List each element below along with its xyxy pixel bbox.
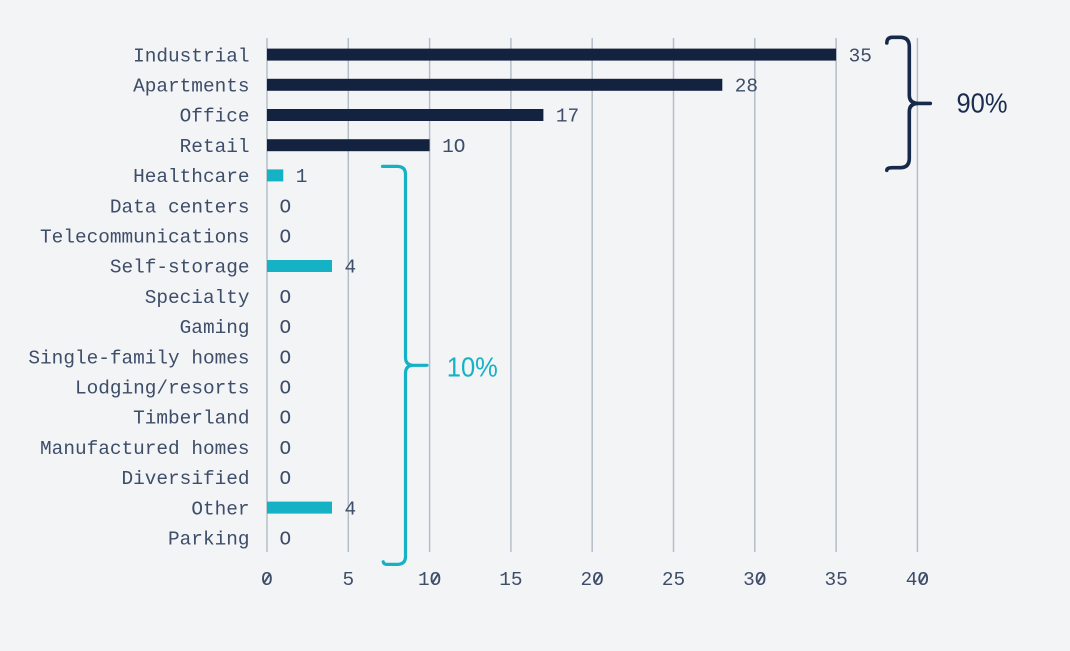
- svg-text:15: 15: [499, 569, 522, 591]
- svg-text:O: O: [280, 196, 292, 218]
- svg-text:Data centers: Data centers: [110, 196, 250, 218]
- svg-text:35: 35: [849, 45, 872, 67]
- svg-text:O: O: [280, 347, 292, 369]
- svg-text:Retail: Retail: [180, 136, 250, 158]
- svg-text:Healthcare: Healthcare: [133, 166, 249, 188]
- svg-text:O: O: [280, 287, 292, 309]
- svg-text:4O: 4O: [906, 569, 929, 591]
- svg-text:1O: 1O: [418, 569, 441, 591]
- svg-text:Gaming: Gaming: [180, 317, 250, 339]
- svg-text:O: O: [280, 317, 292, 339]
- svg-text:28: 28: [735, 76, 758, 98]
- svg-text:Timberland: Timberland: [133, 408, 249, 430]
- svg-text:Parking: Parking: [168, 529, 249, 551]
- svg-text:Other: Other: [191, 498, 249, 520]
- svg-text:O: O: [280, 468, 292, 490]
- svg-text:O: O: [280, 378, 292, 400]
- svg-text:Manufactured homes: Manufactured homes: [40, 438, 249, 460]
- svg-text:2O: 2O: [581, 569, 604, 591]
- svg-text:90%: 90%: [957, 87, 1008, 118]
- svg-text:O: O: [280, 408, 292, 430]
- svg-text:Single-family homes: Single-family homes: [28, 347, 249, 369]
- svg-text:Industrial: Industrial: [133, 45, 249, 67]
- svg-text:17: 17: [556, 106, 579, 128]
- svg-text:3O: 3O: [743, 569, 766, 591]
- svg-text:Telecommunications: Telecommunications: [40, 227, 249, 249]
- svg-text:4: 4: [345, 257, 357, 279]
- svg-text:1: 1: [296, 166, 308, 188]
- svg-text:Lodging/resorts: Lodging/resorts: [75, 378, 250, 400]
- svg-text:10%: 10%: [447, 352, 498, 383]
- svg-text:1O: 1O: [442, 136, 465, 158]
- svg-text:O: O: [280, 438, 292, 460]
- svg-text:5: 5: [342, 569, 354, 591]
- svg-text:O: O: [280, 529, 292, 551]
- svg-text:Specialty: Specialty: [145, 287, 250, 309]
- svg-text:Apartments: Apartments: [133, 76, 249, 98]
- svg-text:O: O: [280, 227, 292, 249]
- svg-text:25: 25: [662, 569, 685, 591]
- svg-text:Office: Office: [180, 106, 250, 128]
- svg-text:4: 4: [345, 498, 357, 520]
- svg-text:Diversified: Diversified: [122, 468, 250, 490]
- svg-text:Self-storage: Self-storage: [110, 257, 250, 279]
- svg-text:35: 35: [824, 569, 847, 591]
